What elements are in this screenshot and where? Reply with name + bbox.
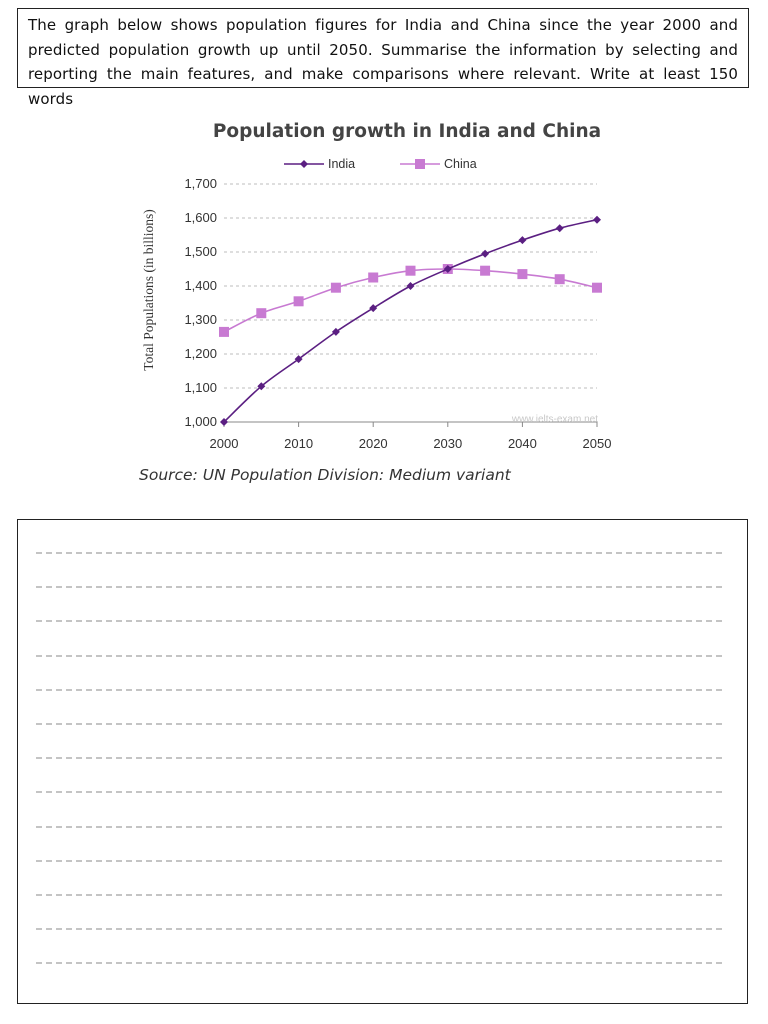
task-prompt-text: The graph below shows population figures… — [28, 16, 738, 108]
answer-writing-area[interactable] — [17, 519, 748, 1004]
series-india — [220, 215, 601, 426]
india-point — [406, 282, 415, 290]
answer-line — [36, 552, 722, 554]
legend: India China — [284, 157, 477, 171]
x-tick-label: 2050 — [583, 436, 612, 451]
x-tick-label: 2000 — [210, 436, 239, 451]
legend-item-india: India — [284, 157, 355, 171]
china-point — [330, 282, 341, 293]
india-point — [220, 418, 228, 426]
task-prompt-box: The graph below shows population figures… — [17, 8, 749, 108]
india-line — [223, 218, 598, 423]
china-point — [554, 274, 565, 285]
china-point — [517, 269, 528, 280]
answer-line — [36, 928, 722, 930]
legend-swatch-marker — [415, 159, 425, 169]
y-tick-label: 1,500 — [184, 244, 217, 259]
china-line — [223, 268, 598, 333]
india-point — [369, 304, 378, 313]
answer-line — [36, 586, 722, 588]
answer-line — [36, 826, 722, 828]
y-tick-label: 1,700 — [184, 176, 217, 191]
china-point — [293, 296, 304, 307]
y-tick-label: 1,200 — [184, 346, 217, 361]
answer-line — [36, 620, 722, 622]
chart-source: Source: UN Population Division: Medium v… — [139, 466, 511, 484]
y-tick-label: 1,600 — [184, 210, 217, 225]
y-tick-label: 1,000 — [184, 414, 217, 429]
answer-line — [36, 757, 722, 759]
answer-line — [36, 723, 722, 725]
y-tick-label: 1,100 — [184, 380, 217, 395]
india-point — [481, 249, 490, 258]
chart-title: Population growth in India and China — [213, 121, 601, 142]
china-point — [592, 282, 602, 293]
y-axis-label: Total Populations (in billions) — [141, 209, 156, 370]
china-point — [219, 326, 229, 337]
china-point — [480, 265, 491, 276]
india-point — [257, 382, 266, 391]
answer-line — [36, 962, 722, 964]
india-point — [555, 224, 564, 233]
series-group — [219, 215, 602, 426]
answer-line — [36, 689, 722, 691]
answer-line — [36, 860, 722, 862]
legend-label: India — [328, 157, 355, 171]
legend-label: China — [444, 157, 477, 171]
x-tick-label: 2020 — [359, 436, 388, 451]
series-china — [219, 264, 602, 337]
x-tick-label: 2040 — [508, 436, 537, 451]
tick-labels: 1,000 1,100 1,200 1,300 1,400 1,500 1,600 1,700… — [184, 176, 611, 451]
answer-line — [36, 894, 722, 896]
india-point — [294, 355, 303, 364]
watermark: www.ielts-exam.net — [511, 414, 598, 425]
y-tick-label: 1,300 — [184, 312, 217, 327]
china-point — [405, 265, 416, 276]
answer-line — [36, 791, 722, 793]
line-chart: Population growth in India and China Tot… — [141, 121, 611, 451]
legend-swatch-marker — [300, 160, 308, 168]
india-point — [518, 236, 527, 245]
india-point — [593, 215, 601, 224]
y-tick-label: 1,400 — [184, 278, 217, 293]
china-point — [256, 308, 267, 319]
x-tick-label: 2030 — [433, 436, 462, 451]
legend-item-china: China — [400, 157, 477, 171]
answer-line — [36, 655, 722, 657]
india-point — [443, 265, 452, 273]
x-tick-label: 2010 — [284, 436, 313, 451]
china-point — [368, 272, 379, 283]
india-point — [331, 327, 340, 336]
